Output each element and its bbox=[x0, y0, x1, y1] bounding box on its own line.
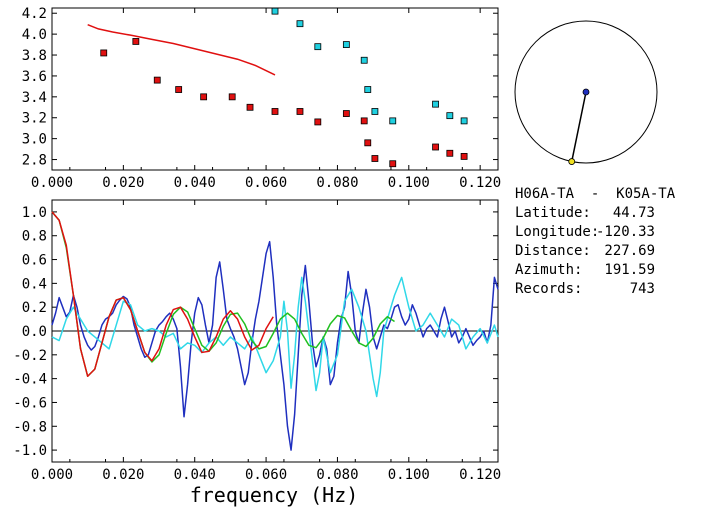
group-velocity-point bbox=[342, 110, 350, 117]
station-azimuth-dot bbox=[568, 158, 576, 165]
distance-label: Distance: bbox=[515, 243, 591, 259]
top-x-tick-label: 0.120 bbox=[459, 175, 501, 191]
model-dispersion-curve bbox=[87, 24, 276, 76]
observed-correlation-real bbox=[51, 240, 499, 451]
longitude-value: -120.33 bbox=[596, 224, 655, 240]
top-x-tick-label: 0.040 bbox=[174, 175, 216, 191]
dispersion-panel: 0.000 0.020 0.040 0.060 0.080 0.100 0.120 2.8 3.… bbox=[22, 6, 502, 191]
top-x-tick-label: 0.080 bbox=[316, 175, 358, 191]
top-y-tick-label: 3.4 bbox=[22, 90, 47, 106]
latitude-label: Latitude: bbox=[515, 205, 591, 221]
top-y-tick-label: 3.0 bbox=[22, 132, 47, 148]
group-velocity-point bbox=[100, 49, 108, 57]
bottom-y-tick-label: 1.0 bbox=[22, 205, 47, 221]
bottom-y-tick-label: -0.2 bbox=[13, 348, 47, 364]
phase-velocity-point bbox=[342, 41, 350, 48]
bottom-x-tick-label: 0.040 bbox=[174, 467, 216, 483]
station-center-dot bbox=[582, 88, 590, 96]
phase-velocity-point bbox=[389, 117, 397, 125]
top-y-tick-label: 4.2 bbox=[22, 6, 47, 22]
top-y-tick-label: 3.8 bbox=[22, 48, 47, 64]
phase-velocity-point bbox=[271, 7, 279, 15]
bottom-y-tick-label: -0.4 bbox=[13, 372, 47, 388]
bottom-x-tick-label: 0.120 bbox=[459, 467, 501, 483]
group-velocity-point bbox=[132, 38, 140, 45]
bottom-y-tick-label: -0.8 bbox=[13, 419, 47, 435]
bottom-y-tick-label: 0.2 bbox=[22, 300, 47, 316]
azimuth-circle-outline bbox=[514, 20, 658, 164]
group-velocity-point bbox=[432, 143, 439, 151]
bottom-y-tick-label: 0.6 bbox=[22, 253, 47, 269]
group-velocity-point bbox=[153, 76, 161, 84]
top-x-tick-label: 0.020 bbox=[102, 175, 144, 191]
group-velocity-point bbox=[246, 103, 254, 111]
bottom-y-tick-label: -0.6 bbox=[13, 395, 47, 411]
group-velocity-point bbox=[364, 139, 372, 147]
azimuth-value: 191.59 bbox=[604, 262, 655, 278]
group-velocity-point bbox=[389, 160, 397, 168]
station-pair: H06A-TA - K05A-TA bbox=[515, 186, 676, 202]
longitude-label: Longitude: bbox=[515, 224, 599, 240]
group-velocity-point bbox=[271, 108, 279, 115]
model-bessel-red bbox=[51, 211, 274, 378]
bottom-x-tick-label: 0.020 bbox=[102, 467, 144, 483]
group-velocity-point bbox=[314, 118, 322, 126]
distance-value: 227.69 bbox=[604, 243, 655, 259]
top-y-tick-label: 4.0 bbox=[22, 27, 47, 43]
group-velocity-point bbox=[296, 108, 304, 115]
bottom-x-tick-label: 0.080 bbox=[316, 467, 358, 483]
bottom-y-tick-label: 0.8 bbox=[22, 229, 47, 245]
top-x-tick-label: 0.000 bbox=[31, 175, 73, 191]
group-velocity-point bbox=[360, 117, 368, 125]
bottom-x-tick-label: 0.100 bbox=[388, 467, 430, 483]
correlation-panel: 0.000 0.020 0.040 0.060 0.080 0.100 0.120 1.0 0.… bbox=[13, 199, 501, 507]
phase-velocity-point bbox=[296, 20, 304, 28]
top-x-tick-label: 0.100 bbox=[388, 175, 430, 191]
azimuth-label: Azimuth: bbox=[515, 262, 582, 278]
azimuth-circle bbox=[514, 20, 658, 165]
bottom-x-tick-label: 0.000 bbox=[31, 467, 73, 483]
top-y-tick-label: 3.2 bbox=[22, 111, 47, 127]
group-velocity-point bbox=[228, 93, 236, 101]
azimuth-line bbox=[571, 91, 587, 162]
phase-velocity-point bbox=[314, 43, 322, 51]
phase-velocity-point bbox=[460, 117, 468, 125]
bottom-y-tick-label: 0.0 bbox=[22, 324, 47, 340]
station-info-panel: H06A-TA - K05A-TA Latitude: 44.73 Longit… bbox=[515, 186, 676, 297]
phase-velocity-point bbox=[360, 56, 368, 64]
phase-velocity-point bbox=[364, 86, 372, 93]
top-y-tick-label: 3.6 bbox=[22, 69, 47, 85]
bottom-x-tick-label: 0.060 bbox=[245, 467, 287, 483]
group-velocity-point bbox=[371, 155, 379, 162]
group-velocity-point bbox=[200, 93, 208, 101]
bottom-y-tick-label: 0.4 bbox=[22, 276, 47, 292]
group-velocity-point bbox=[446, 149, 454, 157]
records-label: Records: bbox=[515, 281, 582, 297]
latitude-value: 44.73 bbox=[613, 205, 655, 221]
top-y-tick-label: 2.8 bbox=[22, 153, 47, 169]
x-axis-label: frequency (Hz) bbox=[190, 483, 359, 507]
dispersion-plot-frame bbox=[51, 7, 499, 171]
phase-velocity-point bbox=[446, 112, 454, 120]
records-value: 743 bbox=[630, 281, 655, 297]
group-velocity-point bbox=[460, 153, 468, 160]
bottom-y-tick-label: -1.0 bbox=[13, 443, 47, 459]
observed-correlation-imag bbox=[51, 276, 499, 398]
phase-velocity-point bbox=[371, 108, 379, 115]
phase-velocity-point bbox=[432, 100, 439, 108]
group-velocity-point bbox=[175, 86, 183, 93]
top-x-tick-label: 0.060 bbox=[245, 175, 287, 191]
